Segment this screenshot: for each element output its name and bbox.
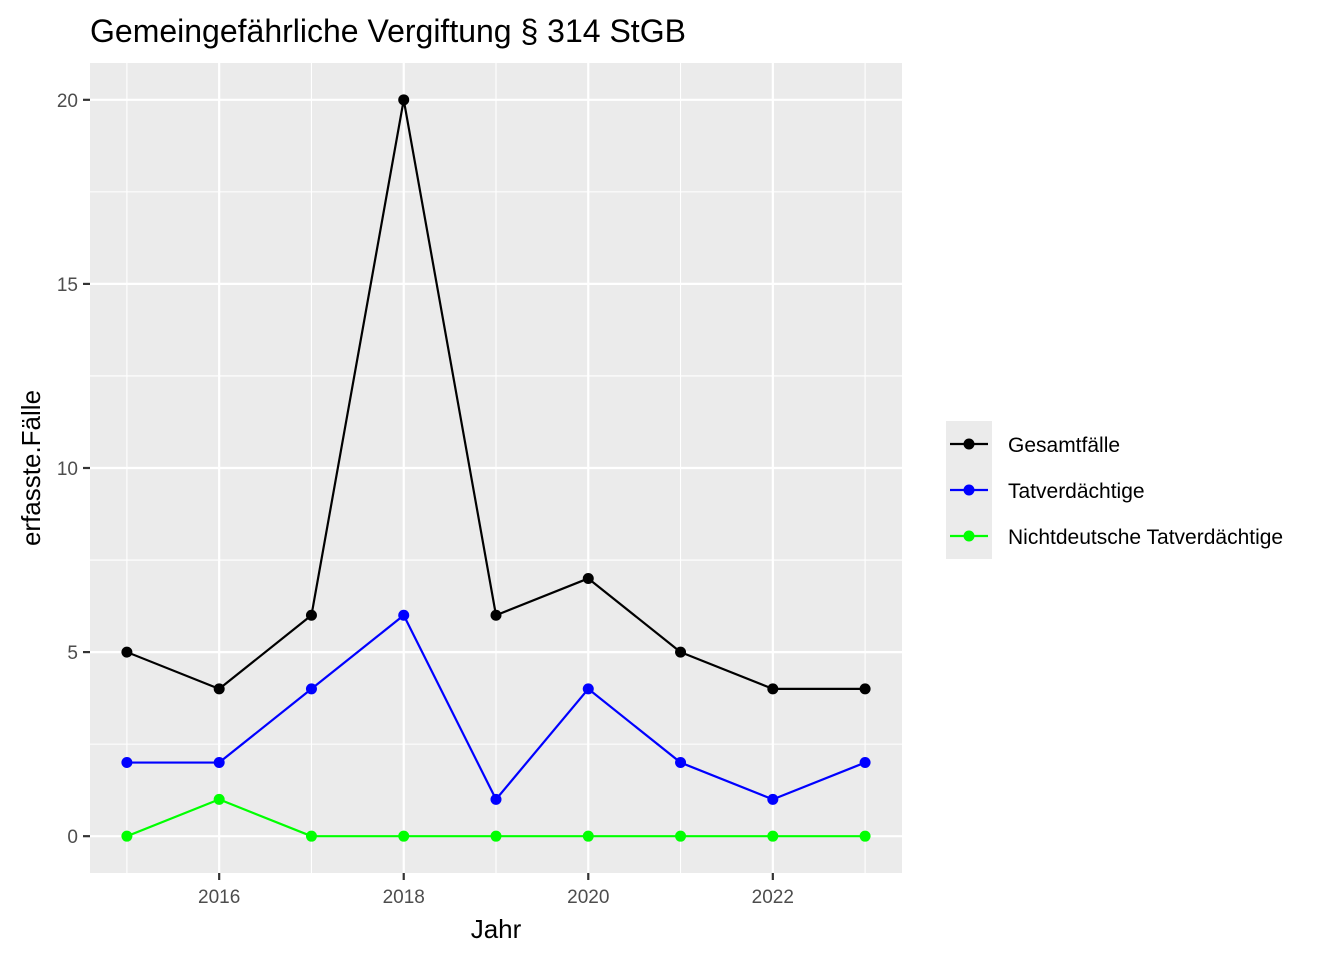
series-1-point	[582, 683, 594, 695]
series-1-point	[121, 757, 133, 769]
x-axis: 2016 2018 2020 2022	[198, 873, 794, 908]
series-2-point	[582, 830, 594, 842]
series-2-point	[490, 830, 502, 842]
series-1-point	[675, 757, 687, 769]
y-tick-label: 15	[57, 275, 78, 296]
series-2-point	[121, 830, 133, 842]
series-0-point	[767, 683, 779, 695]
legend-label: Nichtdeutsche Tatverdächtige	[1008, 526, 1283, 549]
series-0-point	[490, 609, 502, 621]
series-2-point	[398, 830, 410, 842]
series-2-point	[305, 830, 317, 842]
legend-key-point	[963, 530, 975, 542]
y-tick-label: 10	[57, 459, 78, 480]
series-2-point	[213, 793, 225, 805]
series-1-point	[859, 757, 871, 769]
x-tick-label: 2016	[198, 887, 240, 908]
series-1-point	[213, 757, 225, 769]
legend-label: Tatverdächtige	[1008, 480, 1145, 503]
series-0-point	[398, 94, 410, 106]
x-tick-label: 2020	[567, 887, 609, 908]
legend-key-point	[963, 484, 975, 496]
y-axis-title: erfasste.Fälle	[16, 390, 46, 546]
series-1-point	[305, 683, 317, 695]
y-tick-label: 0	[67, 827, 78, 848]
series-0-point	[213, 683, 225, 695]
y-tick-label: 5	[67, 643, 78, 664]
legend-key-point	[963, 438, 975, 450]
series-2-point	[859, 830, 871, 842]
series-2-point	[767, 830, 779, 842]
y-tick-label: 20	[57, 91, 78, 112]
chart-title: Gemeingefährliche Vergiftung § 314 StGB	[90, 13, 686, 49]
series-layer	[121, 94, 871, 842]
y-axis: 0 5 10 15 20	[57, 91, 90, 848]
legend: Gesamtfälle Tatverdächtige Nichtdeutsche T…	[946, 421, 1283, 559]
series-0-point	[582, 572, 594, 584]
series-1-point	[490, 793, 502, 805]
legend-label: Gesamtfälle	[1008, 434, 1120, 457]
series-0-point	[121, 646, 133, 658]
x-tick-label: 2022	[752, 887, 794, 908]
series-2-point	[675, 830, 687, 842]
series-0-point	[305, 609, 317, 621]
series-1-point	[398, 609, 410, 621]
series-1-point	[767, 793, 779, 805]
x-axis-title: Jahr	[471, 914, 522, 944]
series-0-point	[859, 683, 871, 695]
series-0-point	[675, 646, 687, 658]
x-tick-label: 2018	[383, 887, 425, 908]
